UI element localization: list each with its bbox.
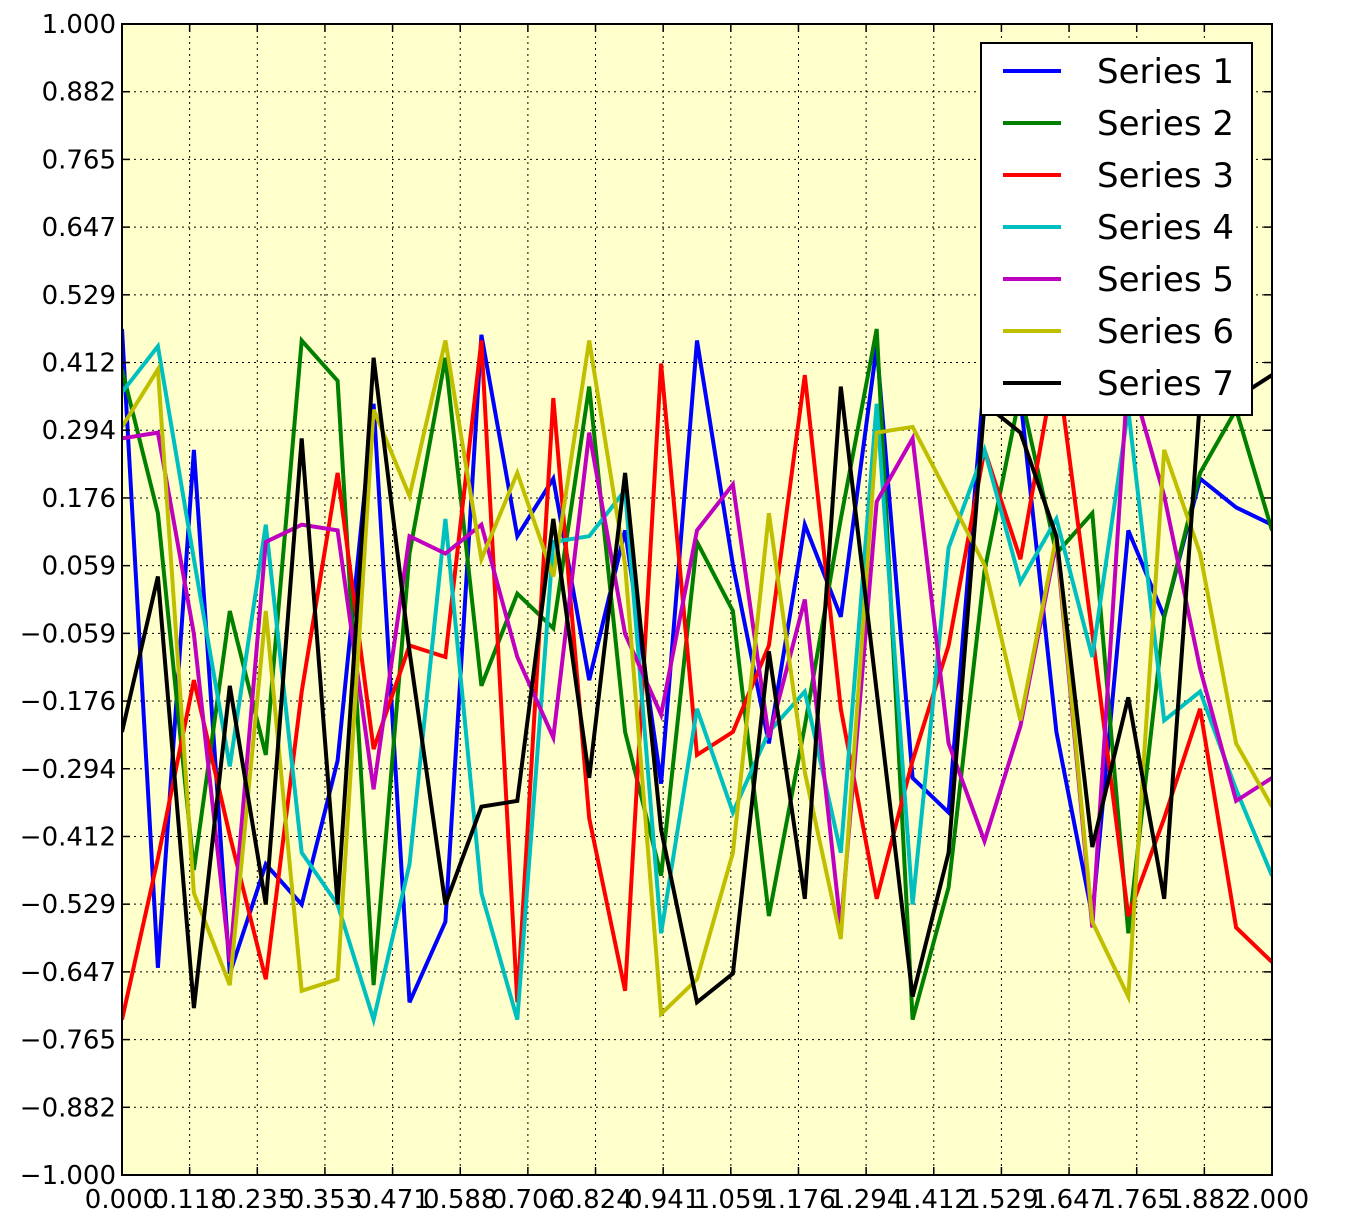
y-tick-label: 0.765 <box>42 145 116 175</box>
y-tick-label: 1.000 <box>42 10 116 40</box>
x-tick-label: 0.235 <box>220 1185 294 1215</box>
y-tick-label: −0.765 <box>20 1026 116 1056</box>
x-tick-label: 2.000 <box>1235 1185 1309 1215</box>
y-tick-label: −0.882 <box>20 1093 116 1123</box>
y-tick-label: −0.529 <box>20 890 116 920</box>
x-tick-label: 1.412 <box>897 1185 971 1215</box>
x-tick-label: 0.824 <box>558 1185 632 1215</box>
y-tick-label: −1.000 <box>20 1161 116 1191</box>
y-tick-label: 0.529 <box>42 281 116 311</box>
y-tick-label: −0.294 <box>20 755 116 785</box>
legend-label: Series 4 <box>1097 208 1234 248</box>
series-line-4 <box>122 341 1272 1028</box>
legend-label: Series 2 <box>1097 104 1234 144</box>
x-tick-label: 0.941 <box>626 1185 700 1215</box>
y-tick-label: −0.059 <box>20 619 116 649</box>
x-tick-label: 1.176 <box>761 1185 835 1215</box>
legend-label: Series 5 <box>1097 260 1234 300</box>
series-line-6 <box>122 340 1272 1019</box>
y-tick-label: −0.176 <box>20 687 116 717</box>
series-lines <box>122 328 1272 1028</box>
y-tick-label: 0.647 <box>42 213 116 243</box>
x-tick-label: 0.353 <box>288 1185 362 1215</box>
legend-label: Series 1 <box>1097 52 1234 92</box>
y-tick-label: −0.412 <box>20 822 116 852</box>
legend-label: Series 6 <box>1097 312 1234 352</box>
x-tick-label: 1.294 <box>829 1185 903 1215</box>
series-line-7 <box>122 357 1272 1009</box>
y-tick-label: −0.647 <box>20 958 116 988</box>
series-line-1 <box>122 328 1272 1004</box>
y-tick-label: 0.412 <box>42 349 116 379</box>
x-tick-label: 1.882 <box>1167 1185 1241 1215</box>
legend-label: Series 7 <box>1097 364 1234 404</box>
x-tick-label: 0.000 <box>85 1185 159 1215</box>
y-tick-label: 0.059 <box>42 552 116 582</box>
axis-ticks: 0.0000.1180.2350.3530.4710.5880.7060.824… <box>20 10 1309 1215</box>
x-tick-label: 0.471 <box>355 1185 429 1215</box>
plot-frame <box>121 23 1273 1176</box>
x-tick-label: 1.647 <box>1032 1185 1106 1215</box>
legend-label: Series 3 <box>1097 156 1234 196</box>
x-tick-label: 1.529 <box>964 1185 1038 1215</box>
x-tick-label: 1.059 <box>694 1185 768 1215</box>
x-tick-label: 0.706 <box>491 1185 565 1215</box>
x-tick-label: 0.118 <box>152 1185 226 1215</box>
y-tick-label: 0.294 <box>42 416 116 446</box>
x-tick-label: 0.588 <box>423 1185 497 1215</box>
legend: Series 1 Series 2 Series 3 Series 4 Series 5… <box>980 42 1253 416</box>
y-tick-label: 0.882 <box>42 78 116 108</box>
y-tick-label: 0.176 <box>42 484 116 514</box>
x-tick-label: 1.765 <box>1099 1185 1173 1215</box>
